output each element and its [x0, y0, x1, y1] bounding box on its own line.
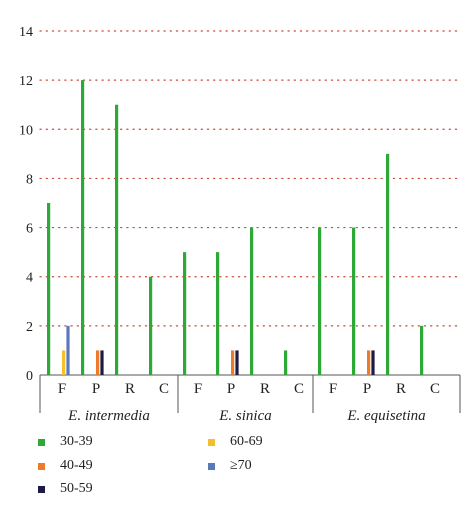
legend-label-70plus: ≥70 [230, 458, 252, 473]
x-tick-label-0-C: C [159, 381, 169, 397]
y-tick-label-4: 4 [26, 271, 33, 286]
legend-item-60-69: 60-69 [208, 434, 263, 450]
legend-swatch-30-39 [38, 438, 45, 446]
y-tick-label-6: 6 [26, 222, 33, 237]
x-tick-label-1-P: P [227, 381, 235, 397]
bar-2-R-30-39 [386, 153, 390, 375]
x-tick-label-2-F: F [329, 381, 337, 397]
legend-item-50-59: 50-59 [38, 481, 93, 497]
x-tick-label-0-P: P [92, 381, 100, 397]
legend-item-40-49: 40-49 [38, 458, 93, 474]
legend-swatch-50-59 [38, 485, 45, 493]
y-tick-label-0: 0 [26, 369, 33, 384]
bar-0-P-50-59 [100, 350, 104, 375]
bar-0-F-30-39 [47, 203, 51, 375]
group-label-2: E. equisetina [346, 408, 425, 424]
bar-2-P-40-49 [367, 350, 371, 375]
y-tick-label-2: 2 [26, 320, 33, 335]
bar-0-C-30-39 [149, 276, 153, 375]
bar-0-F-gte70 [66, 325, 70, 375]
bar-2-C-30-39 [420, 325, 424, 375]
x-tick-label-1-F: F [194, 381, 202, 397]
bar-2-F-30-39 [318, 227, 322, 375]
y-tick-label-14: 14 [19, 25, 33, 40]
bar-0-R-30-39 [115, 104, 119, 375]
x-tick-label-2-C: C [430, 381, 440, 397]
legend-swatch-60-69 [208, 438, 215, 446]
y-tick-label-8: 8 [26, 172, 33, 187]
x-tick-label-2-P: P [363, 381, 371, 397]
x-tick-label-0-F: F [58, 381, 66, 397]
legend-item-30-39: 30-39 [38, 434, 93, 450]
legend-swatch-40-49 [38, 462, 45, 470]
bar-1-R-30-39 [250, 227, 254, 375]
legend-label-50-59: 50-59 [60, 481, 93, 496]
group-label-0: E. intermedia [67, 408, 150, 424]
legend-swatch-70plus [208, 462, 215, 470]
bar-1-F-30-39 [183, 252, 187, 375]
y-tick-label-12: 12 [19, 74, 33, 89]
bar-1-P-40-49 [231, 350, 235, 375]
bar-0-P-40-49 [96, 350, 100, 375]
legend-label-40-49: 40-49 [60, 458, 93, 473]
x-tick-label-2-R: R [396, 381, 406, 397]
legend-label-60-69: 60-69 [230, 434, 263, 449]
bar-1-P-30-39 [216, 252, 220, 375]
bar-2-P-50-59 [371, 350, 375, 375]
x-tick-label-0-R: R [125, 381, 135, 397]
x-tick-label-1-C: C [294, 381, 304, 397]
group-label-1: E. sinica [218, 408, 272, 424]
bar-0-F-60-69 [62, 350, 66, 375]
bar-1-P-50-59 [235, 350, 239, 375]
bar-1-C-30-39 [284, 350, 288, 375]
x-tick-label-1-R: R [260, 381, 270, 397]
legend-item-70plus: ≥70 [208, 458, 252, 474]
legend-label-30-39: 30-39 [60, 434, 93, 449]
y-tick-label-10: 10 [19, 123, 33, 138]
bar-0-P-30-39 [81, 80, 85, 376]
bar-2-P-30-39 [352, 227, 356, 375]
